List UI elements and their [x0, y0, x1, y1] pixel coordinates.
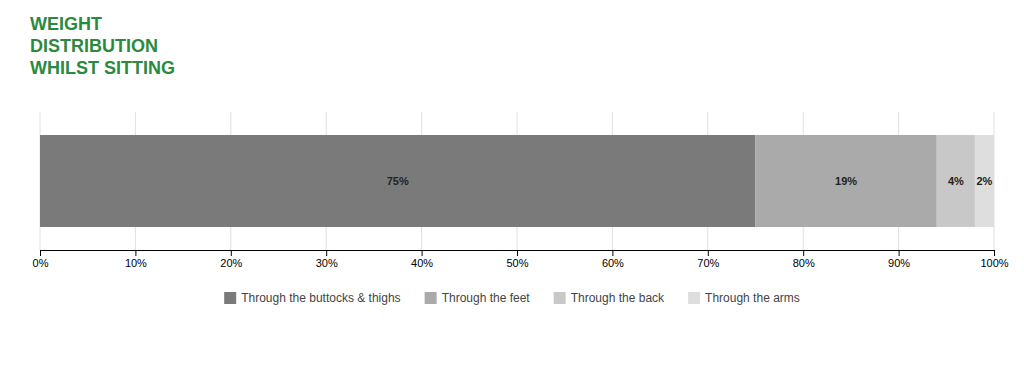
chart: WEIGHTDISTRIBUTIONWHILST SITTING 75% 19% 4%… [0, 0, 1024, 384]
tick-mark [135, 250, 136, 256]
legend-swatch [425, 292, 437, 304]
tick: 60% [602, 250, 624, 269]
tick-label: 80% [793, 257, 815, 269]
tick: 30% [316, 250, 338, 269]
data-label: 4% [948, 175, 964, 187]
tick: 50% [506, 250, 528, 269]
tick: 10% [125, 250, 147, 269]
legend-label: Through the arms [705, 291, 800, 305]
legend: Through the buttocks & thighs Through the… [224, 291, 800, 305]
tick-label: 60% [602, 257, 624, 269]
legend-label: Through the back [571, 291, 665, 305]
grid [40, 112, 994, 250]
data-label: 75% [387, 175, 409, 187]
tick-label: 70% [697, 257, 719, 269]
tick-label: 0% [33, 257, 49, 269]
data-label: 19% [835, 175, 857, 187]
tick-label: 10% [125, 257, 147, 269]
title: WEIGHTDISTRIBUTIONWHILST SITTING [30, 14, 175, 78]
legend-swatch [688, 292, 700, 304]
tick-mark [231, 250, 232, 256]
tick-mark [899, 250, 900, 256]
tick-label: 50% [506, 257, 528, 269]
legend-swatch [224, 292, 236, 304]
tick-mark [326, 250, 327, 256]
legend-label: Through the feet [442, 291, 531, 305]
tick-label: 90% [888, 257, 910, 269]
legend-item: Through the buttocks & thighs [224, 291, 400, 305]
tick: 100% [980, 250, 1008, 269]
bar [937, 135, 975, 227]
x-axis: 0% 10% 20% 30% 40% 50% 60% 70% 80% 90% 100% [33, 250, 1009, 269]
data-labels: 75% 19% 4% 2% [387, 175, 993, 187]
tick: 90% [888, 250, 910, 269]
tick-mark [517, 250, 518, 256]
tick-label: 100% [980, 257, 1008, 269]
tick-mark [708, 250, 709, 256]
tick-mark [994, 250, 995, 256]
legend-item: Through the feet [425, 291, 531, 305]
bar [756, 135, 937, 227]
bar [975, 135, 994, 227]
tick-label: 20% [220, 257, 242, 269]
legend-swatch [554, 292, 566, 304]
legend-item: Through the arms [688, 291, 800, 305]
bar [40, 135, 756, 227]
legend-item: Through the back [554, 291, 665, 305]
axis-line [41, 251, 995, 257]
data-label: 2% [977, 175, 993, 187]
plot: 75% 19% 4% 2% 0% 10% 20% 30% 40% 50% 60% 70% 80% 90% 1… [33, 112, 1009, 269]
tick-label: 40% [411, 257, 433, 269]
tick-mark [612, 250, 613, 256]
tick-mark [40, 250, 41, 256]
tick: 0% [33, 250, 49, 269]
tick-mark [422, 250, 423, 256]
tick: 40% [411, 250, 433, 269]
bars [40, 135, 994, 227]
legend-label: Through the buttocks & thighs [241, 291, 400, 305]
tick: 20% [220, 250, 242, 269]
tick: 80% [793, 250, 815, 269]
tick-mark [803, 250, 804, 256]
tick: 70% [697, 250, 719, 269]
tick-label: 30% [316, 257, 338, 269]
